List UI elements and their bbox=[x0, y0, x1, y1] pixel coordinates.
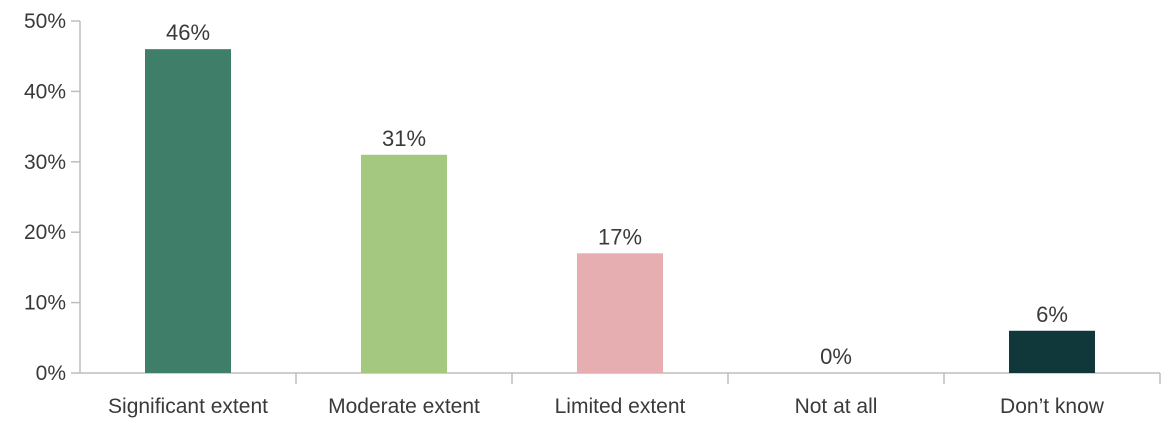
bar-value-label: 46% bbox=[166, 20, 210, 45]
bar bbox=[361, 154, 447, 373]
y-tick-label: 20% bbox=[24, 221, 66, 244]
y-tick-label: 40% bbox=[24, 80, 66, 103]
y-tick-label: 50% bbox=[24, 10, 66, 33]
bar bbox=[1009, 330, 1095, 373]
x-tick-label: Significant extent bbox=[108, 395, 268, 418]
bar-value-label: 31% bbox=[382, 126, 426, 151]
x-axis bbox=[80, 372, 1161, 384]
x-tick-label: Limited extent bbox=[555, 395, 686, 418]
bars bbox=[145, 49, 1095, 373]
y-tick-label: 30% bbox=[24, 151, 66, 174]
bar-value-label: 17% bbox=[598, 224, 642, 249]
bar-value-label: 6% bbox=[1036, 302, 1068, 327]
data-labels: 46% 31% 17% 0% 6% bbox=[166, 20, 1068, 369]
bar bbox=[145, 49, 231, 373]
x-tick-labels: Significant extent Moderate extent Limited… bbox=[108, 395, 1105, 418]
x-tick-label: Don’t know bbox=[1000, 395, 1105, 418]
y-axis: 0% 10% 20% 30% 40% 50% bbox=[24, 10, 81, 385]
bar bbox=[577, 253, 663, 373]
y-tick-label: 0% bbox=[36, 362, 66, 385]
x-tick-label: Not at all bbox=[795, 395, 878, 418]
y-tick-label: 10% bbox=[24, 292, 66, 315]
x-tick-label: Moderate extent bbox=[328, 395, 480, 418]
bar-value-label: 0% bbox=[820, 344, 852, 369]
